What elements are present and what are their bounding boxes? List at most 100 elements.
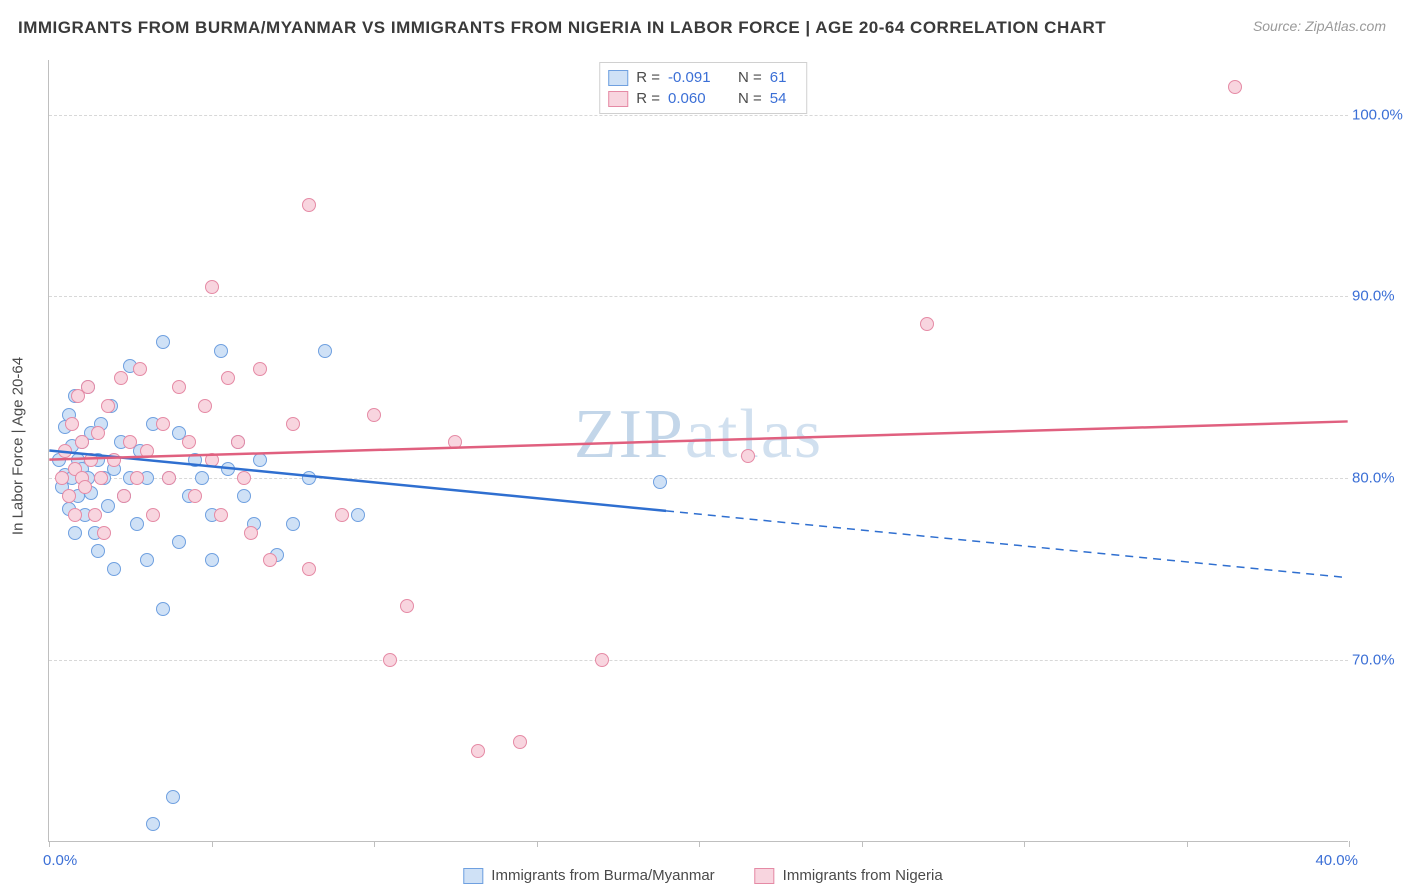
watermark-zip: ZIP <box>574 396 685 473</box>
scatter-marker-nigeria <box>75 435 89 449</box>
y-tick-label: 90.0% <box>1352 288 1404 305</box>
x-tick-label-max: 40.0% <box>1315 852 1358 869</box>
scatter-marker-nigeria <box>123 435 137 449</box>
gridline-h <box>49 115 1348 116</box>
legend-swatch-burma <box>463 868 483 884</box>
x-tick-mark <box>1187 841 1188 847</box>
scatter-marker-nigeria <box>146 508 160 522</box>
scatter-marker-burma <box>253 453 267 467</box>
scatter-marker-nigeria <box>188 489 202 503</box>
scatter-marker-burma <box>302 471 316 485</box>
scatter-marker-nigeria <box>214 508 228 522</box>
scatter-marker-nigeria <box>302 562 316 576</box>
r-label: R = <box>636 90 660 107</box>
scatter-marker-burma <box>91 544 105 558</box>
scatter-marker-burma <box>237 489 251 503</box>
scatter-marker-burma <box>214 344 228 358</box>
x-tick-mark <box>212 841 213 847</box>
scatter-marker-nigeria <box>133 362 147 376</box>
x-tick-mark <box>374 841 375 847</box>
scatter-marker-burma <box>166 790 180 804</box>
scatter-marker-burma <box>107 562 121 576</box>
scatter-marker-nigeria <box>97 526 111 540</box>
scatter-marker-nigeria <box>920 317 934 331</box>
scatter-marker-nigeria <box>172 380 186 394</box>
legend-label-nigeria: Immigrants from Nigeria <box>783 867 943 884</box>
x-tick-mark <box>49 841 50 847</box>
n-label: N = <box>738 69 762 86</box>
series-legend: Immigrants from Burma/Myanmar Immigrants… <box>463 867 942 884</box>
x-tick-mark <box>1349 841 1350 847</box>
scatter-marker-nigeria <box>156 417 170 431</box>
scatter-marker-nigeria <box>84 453 98 467</box>
scatter-marker-nigeria <box>58 444 72 458</box>
y-tick-label: 70.0% <box>1352 652 1404 669</box>
scatter-marker-nigeria <box>335 508 349 522</box>
y-tick-label: 100.0% <box>1352 106 1404 123</box>
scatter-marker-nigeria <box>400 599 414 613</box>
scatter-marker-nigeria <box>91 426 105 440</box>
scatter-marker-nigeria <box>182 435 196 449</box>
scatter-marker-burma <box>205 553 219 567</box>
x-tick-mark <box>862 841 863 847</box>
scatter-marker-nigeria <box>107 453 121 467</box>
scatter-marker-nigeria <box>62 489 76 503</box>
scatter-marker-nigeria <box>94 471 108 485</box>
watermark-atlas: atlas <box>685 396 823 473</box>
plot-area: ZIPatlas 70.0%80.0%90.0%100.0%0.0%40.0% <box>48 60 1348 842</box>
n-value-nigeria: 54 <box>770 90 798 107</box>
n-label: N = <box>738 90 762 107</box>
scatter-marker-nigeria <box>231 435 245 449</box>
legend-item-burma: Immigrants from Burma/Myanmar <box>463 867 714 884</box>
chart-title: IMMIGRANTS FROM BURMA/MYANMAR VS IMMIGRA… <box>18 18 1106 38</box>
scatter-marker-nigeria <box>302 198 316 212</box>
legend-label-burma: Immigrants from Burma/Myanmar <box>491 867 714 884</box>
scatter-marker-burma <box>68 526 82 540</box>
x-tick-mark <box>537 841 538 847</box>
legend-swatch-nigeria <box>755 868 775 884</box>
scatter-marker-nigeria <box>198 399 212 413</box>
x-tick-mark <box>1024 841 1025 847</box>
scatter-marker-nigeria <box>253 362 267 376</box>
x-tick-mark <box>699 841 700 847</box>
trend-line-dashed-burma <box>666 511 1348 578</box>
scatter-marker-nigeria <box>286 417 300 431</box>
scatter-marker-nigeria <box>162 471 176 485</box>
scatter-marker-nigeria <box>1228 80 1242 94</box>
scatter-marker-burma <box>156 335 170 349</box>
source-label: Source: <box>1253 18 1301 34</box>
scatter-marker-nigeria <box>205 280 219 294</box>
r-value-nigeria: 0.060 <box>668 90 724 107</box>
gridline-h <box>49 660 1348 661</box>
scatter-marker-nigeria <box>244 526 258 540</box>
scatter-marker-burma <box>146 817 160 831</box>
r-value-burma: -0.091 <box>668 69 724 86</box>
scatter-marker-nigeria <box>101 399 115 413</box>
scatter-marker-nigeria <box>130 471 144 485</box>
scatter-marker-burma <box>140 553 154 567</box>
scatter-marker-burma <box>286 517 300 531</box>
scatter-marker-burma <box>156 602 170 616</box>
scatter-marker-burma <box>351 508 365 522</box>
scatter-marker-nigeria <box>263 553 277 567</box>
scatter-marker-nigeria <box>140 444 154 458</box>
scatter-marker-nigeria <box>114 371 128 385</box>
scatter-marker-nigeria <box>55 471 69 485</box>
scatter-marker-nigeria <box>78 480 92 494</box>
scatter-marker-nigeria <box>237 471 251 485</box>
scatter-marker-burma <box>195 471 209 485</box>
x-tick-label-min: 0.0% <box>43 852 77 869</box>
scatter-marker-nigeria <box>595 653 609 667</box>
r-label: R = <box>636 69 660 86</box>
n-value-burma: 61 <box>770 69 798 86</box>
legend-swatch-nigeria <box>608 91 628 107</box>
scatter-marker-nigeria <box>205 453 219 467</box>
source-attribution: Source: ZipAtlas.com <box>1253 18 1386 34</box>
scatter-marker-nigeria <box>221 371 235 385</box>
scatter-marker-nigeria <box>513 735 527 749</box>
legend-row-nigeria: R = 0.060 N = 54 <box>608 88 798 109</box>
scatter-marker-nigeria <box>471 744 485 758</box>
source-value: ZipAtlas.com <box>1305 18 1386 34</box>
legend-row-burma: R = -0.091 N = 61 <box>608 67 798 88</box>
y-axis-label: In Labor Force | Age 20-64 <box>10 357 27 535</box>
